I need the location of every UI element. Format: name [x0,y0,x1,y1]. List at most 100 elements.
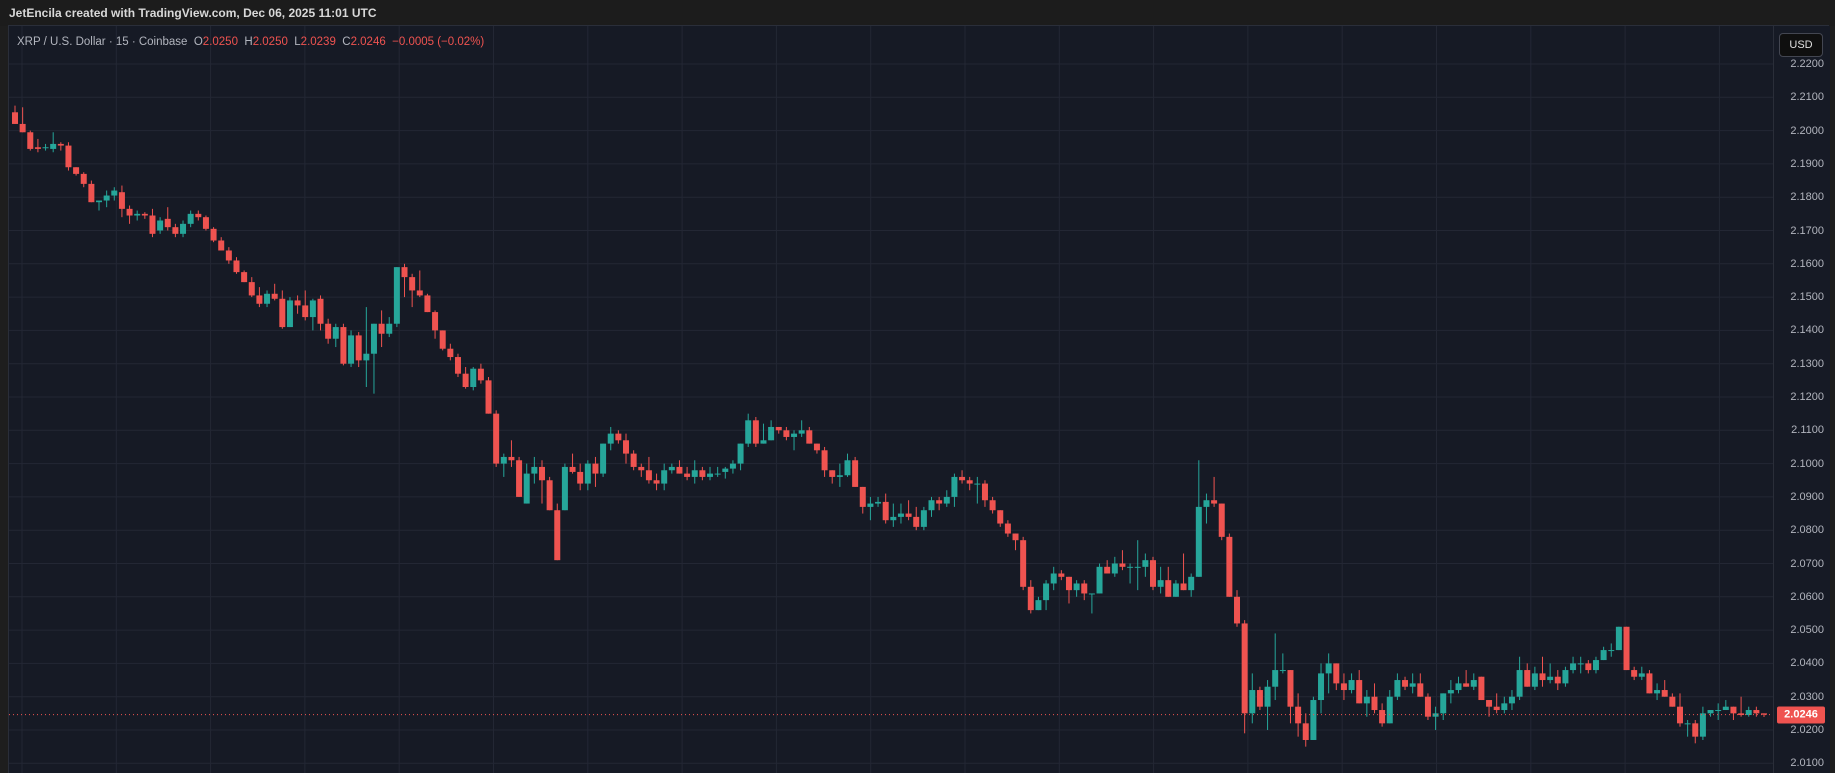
price-tick-label: 2.1900 [1790,157,1824,170]
candle [470,367,477,391]
candle [1149,556,1156,591]
candle [516,456,523,497]
candle [1348,673,1355,694]
price-tick-label: 2.0200 [1790,724,1824,736]
candle [1707,710,1714,717]
candle [882,493,889,524]
candle [943,490,950,507]
candle [752,416,759,447]
open-value: 2.0250 [202,36,238,48]
candle [538,460,545,504]
candle [989,496,996,514]
candle [859,486,866,514]
candle [813,443,820,454]
candle [1256,686,1263,711]
candle [462,367,469,389]
candle [836,463,843,487]
candle [241,270,248,283]
candle [867,496,874,521]
candle [1463,670,1470,687]
candle [630,450,637,471]
candle [1562,666,1569,687]
candle [1088,593,1095,614]
candle [111,187,118,201]
candle [1180,553,1187,591]
candle [936,496,943,511]
candle [1043,580,1050,611]
chart-pane[interactable]: XRP / U.S. Dollar · 15 · Coinbase O2.025… [9,26,1773,773]
candle [1218,503,1225,541]
candle [1455,676,1462,694]
candle [1608,643,1615,657]
candle [1508,690,1515,711]
candle [1027,580,1034,614]
candle [722,466,729,479]
candle [1615,626,1622,651]
candle [157,217,164,234]
candle [1264,680,1271,730]
candle [88,180,95,203]
candle [691,460,698,484]
candle [959,470,966,484]
currency-button[interactable]: USD [1779,33,1823,57]
candle [1409,673,1416,694]
candle [286,297,293,328]
candle [271,283,278,301]
candle [1745,706,1752,717]
candle [1631,666,1638,681]
candle [768,420,775,441]
candle [1516,656,1523,701]
candle [164,207,171,231]
candle [1058,570,1065,581]
price-axis[interactable]: 2.0100 2.0200 2.0300 2.0400 2.0500 2.0600 2.07… [1773,26,1830,773]
candle [1753,706,1760,717]
candle [1493,693,1500,714]
candle [729,460,736,474]
candle [256,287,263,308]
candle [1692,720,1699,744]
candle [485,377,492,414]
candle [905,500,912,521]
candle [1050,566,1057,591]
candle [19,107,26,133]
candle [1585,660,1592,674]
candle [1570,656,1577,674]
high-label: H [244,36,253,48]
candle [454,353,461,378]
candle [1722,700,1729,711]
candle [592,456,599,487]
candle [1379,703,1386,727]
chart-frame: XRP / U.S. Dollar · 15 · Coinbase O2.025… [8,25,1830,773]
candle [806,426,813,444]
candle [96,200,103,211]
candle [1478,676,1485,701]
symbol-name[interactable]: XRP / U.S. Dollar · 15 · Coinbase [17,36,188,48]
change-value: −0.0005 (−0.02%) [392,36,485,48]
candle [1004,520,1011,537]
candle [607,426,614,451]
price-tick-label: 2.2000 [1790,124,1824,137]
close-value: 2.0246 [350,36,386,48]
candle [1547,663,1554,684]
candlestick-chart[interactable] [9,26,1773,773]
candle [875,496,882,507]
candle [1699,706,1706,740]
candle [1241,620,1248,734]
candle [645,456,652,484]
candle [1424,693,1431,721]
candle [920,506,927,531]
open-label: O [193,36,203,48]
candle [27,130,34,151]
candle [821,446,828,477]
price-tick-label: 2.1300 [1790,357,1824,370]
candle [668,463,675,474]
candle [294,295,301,314]
price-tick-label: 2.2100 [1790,91,1824,104]
candle [1295,693,1302,737]
candle [1531,666,1538,691]
candle [439,330,446,351]
candle [1279,653,1286,674]
candle [340,323,347,366]
candle [202,215,209,231]
candle [760,423,767,444]
